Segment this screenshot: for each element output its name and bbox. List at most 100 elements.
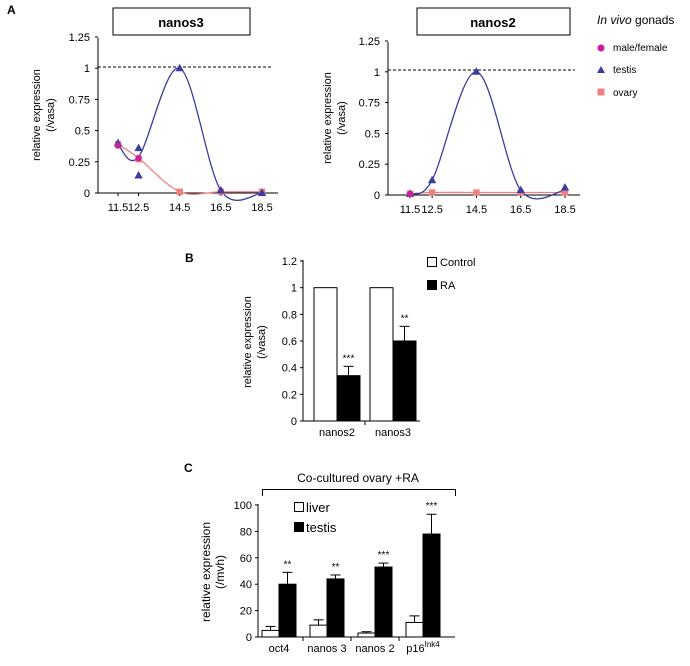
y-tick-label: 100 [234,500,252,512]
y-tick-label: 0.8 [282,309,297,321]
chart-c-bars: ** ******** [261,501,441,638]
legend-a-title-italic: In vivo [597,13,632,27]
y-tick-label: 0.25 [359,159,380,171]
chart-b-legend-ra-swatch [427,280,437,290]
legend-a-marker-testis [597,66,605,73]
chart-c-ylabel-line2: (/mvh) [213,555,227,589]
chart-nanos3-title: nanos3 [158,15,204,30]
series-line-ovary [117,143,262,195]
chart-nanos3-markers [113,63,267,196]
x-tick-label: 14.5 [466,204,487,216]
chart-c-title: Co-cultured ovary +RA [297,471,419,485]
x-tick-label: oct4 [269,643,290,655]
bar-testis-oct4 [278,583,297,638]
panel-label-c: C [184,461,193,475]
x-tick-label: 14.5 [169,202,190,214]
bar-ra-nanos2 [336,375,361,422]
chart-nanos2-x-ticks: 11.5 12.5 14.5 16.5 18.5 [400,195,576,216]
chart-c-x-ticks: oct4 nanos 3 nanos 2 p16Ink4 [269,637,440,655]
data-point-testis [516,185,525,194]
bar-testis-nanos3 [326,578,345,638]
chart-nanos3-ylabel-line1: relative expression [31,69,43,161]
legend-a-label-male-female: male/female [613,43,668,54]
y-tick-label: 40 [240,579,252,591]
chart-b-y-ticks: 0 0.2 0.4 0.6 0.8 1 1.2 [282,256,303,428]
chart-nanos2-y-ticks: 0 0.25 0.5 0.75 1 1.25 [359,36,388,202]
chart-nanos3-y-ticks: 0 0.25 0.5 0.75 1 1.25 [69,32,98,200]
chart-nanos3-curves [117,67,263,201]
legend-a: In vivo gonads male/female testis ovary [597,13,674,99]
legend-a-title: In vivo gonads [597,13,674,27]
chart-b-ylabel-line2: (/vasa) [256,325,268,359]
y-tick-label: 0.75 [359,98,380,110]
y-tick-label: 0.75 [69,94,90,106]
x-tick-label-text: nanos 3 [307,643,346,655]
data-point-male-female [135,154,142,162]
chart-nanos2-ylabel-line2: (/vasa) [336,101,348,135]
data-point-testis [134,171,143,179]
y-tick-label: 20 [240,606,252,618]
bar-liver-p16 [405,621,424,638]
y-tick-label: 0 [291,416,297,428]
y-tick-label: 0.4 [282,363,297,375]
x-tick-label-text: nanos2 [319,427,355,439]
bar-testis-p16 [422,533,441,638]
data-point-male-female [406,190,414,197]
x-tick-label: 16.5 [210,202,231,214]
data-point-testis [175,63,184,72]
data-point-testis [134,143,143,152]
significance-label: *** [343,353,355,364]
legend-a-label-testis: testis [613,65,636,76]
y-tick-label: 0.5 [365,128,380,140]
bar-control-nanos2 [313,287,338,422]
data-point-testis [216,186,226,194]
x-tick-label: 11.5 [400,204,421,216]
bar-liver-nanos3 [309,624,328,638]
legend-a-marker-male-female [597,44,605,52]
y-tick-label: 60 [240,553,252,565]
y-tick-label: 0.6 [282,336,297,348]
chart-c-bracket [262,489,456,496]
y-tick-label: 1.25 [69,32,90,44]
chart-b-x-ticks: nanos2 nanos3 [319,421,411,439]
legend-a-title-rest: gonads [632,13,675,27]
y-tick-label: 0 [374,190,380,202]
legend-a-marker-ovary [597,88,605,96]
x-tick-label-text: p16 [406,643,424,655]
chart-nanos3-x-ticks: 11.5 12.5 14.5 16.5 18.5 [108,193,273,214]
chart-b-bars: ***** [313,287,417,422]
x-tick-label-text: nanos 2 [355,643,394,655]
chart-nanos3: nanos3 relative expression (/vasa) 0 0.25… [31,7,278,214]
y-tick-label: 0 [84,188,90,200]
significance-label: ** [332,562,340,573]
y-tick-label: 0.5 [75,126,90,138]
panel-label-a: A [7,3,16,17]
x-tick-label: p16Ink4 [406,640,440,655]
significance-label: ** [284,559,292,570]
chart-c-legend-liver-swatch [294,502,304,512]
x-tick-label: 18.5 [554,204,575,216]
x-tick-label-text: nanos3 [375,427,411,439]
y-tick-label: 0.2 [282,389,297,401]
x-tick-label-text: oct4 [269,643,290,655]
x-tick-label-superscript: Ink4 [425,640,441,649]
chart-c-ylabel-line1: relative expression [199,522,213,622]
x-tick-label: 11.5 [108,202,129,214]
y-tick-label: 1 [84,63,90,75]
significance-label: *** [426,501,438,512]
data-point-testis [472,67,481,75]
data-point-testis [560,183,570,191]
data-point-ovary [428,189,436,196]
x-tick-label: nanos 2 [355,643,394,655]
bar-liver-oct4 [261,629,280,638]
x-tick-label: 12.5 [128,202,149,214]
y-tick-label: 0.25 [69,157,90,169]
x-tick-label: 16.5 [510,204,531,216]
chart-c-legend-testis: testis [306,520,337,535]
chart-b-legend-control-swatch [427,257,437,267]
bar-testis-nanos2 [374,566,393,638]
panel-label-b: B [185,251,194,265]
x-tick-label: nanos3 [375,427,411,439]
chart-nanos3-title-box [112,7,251,36]
data-point-ovary [561,189,569,196]
